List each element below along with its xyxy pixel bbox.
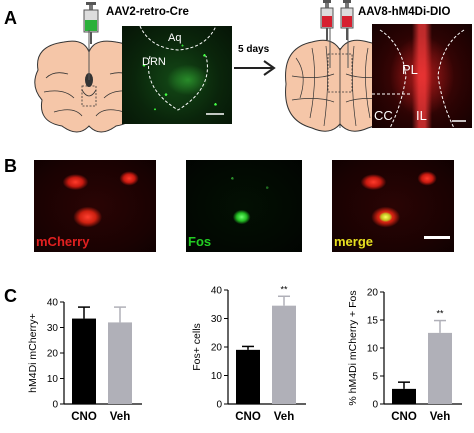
chart1-ytick-label-0: 0	[52, 400, 58, 411]
drn-micrograph: Aq DRN	[122, 26, 232, 124]
merge-label: merge	[334, 234, 374, 249]
chart3-ytick-label-0: 0	[372, 400, 378, 411]
panel-letter-c: C	[4, 286, 17, 306]
syringe-left-icon	[83, 2, 99, 44]
pl-il-micrograph: PL CC IL	[372, 24, 472, 128]
chart1-bar-cno	[72, 318, 96, 404]
scale-bar	[424, 236, 450, 239]
chart3-ytick-label-4: 20	[367, 288, 379, 299]
chart3-ytick-label-1: 5	[372, 372, 378, 383]
chart1-ytick-label-4: 40	[47, 298, 59, 309]
chart1-bar-veh	[108, 322, 132, 404]
chart3-ytick-label-2: 10	[367, 344, 379, 355]
chart3-significance-veh: **	[436, 309, 444, 319]
chart2-ytick-label-4: 40	[211, 286, 223, 297]
mcherry-micrograph: mCherry	[34, 160, 156, 252]
right-arrow-icon	[234, 60, 276, 76]
merge-micrograph: merge	[332, 160, 454, 252]
syringe-right-1-icon	[320, 0, 334, 40]
chart2-category-cno: CNO	[235, 411, 261, 423]
chart2-bar-veh	[272, 305, 296, 404]
chart2-ylabel: Fos+ cells	[191, 323, 203, 371]
chart3-bar-veh	[428, 332, 452, 404]
chart2-ytick-label-3: 30	[211, 314, 223, 325]
mcherry-label: mCherry	[36, 234, 90, 249]
label-il: IL	[416, 108, 427, 123]
fos-micrograph: Fos	[186, 160, 302, 252]
virus-label-right: AAV8-hM4Di-DIO	[358, 6, 451, 18]
label-aq: Aq	[168, 32, 182, 44]
virus-label-left: AAV2-retro-Cre	[106, 6, 189, 18]
chart3-ylabel: % hM4Di mCherry + Fos	[347, 290, 359, 405]
chart1-ytick-label-2: 20	[47, 349, 59, 360]
chart2-ytick-label-0: 0	[216, 400, 222, 411]
chart2-significance-veh: **	[280, 284, 288, 294]
panel-letter-b: B	[4, 156, 17, 176]
chart3-category-cno: CNO	[391, 411, 417, 423]
chart1-category-veh: Veh	[110, 411, 130, 423]
panel-c-charts: 0 10 20 30 40 hM4Di mCherry+ CNO Veh 0 10 20 30 40 Fo…	[27, 284, 462, 423]
label-pl: PL	[402, 62, 418, 77]
chart2-ytick-label-1: 10	[211, 371, 223, 382]
chart1-category-cno: CNO	[71, 411, 97, 423]
chart3-ytick-label-3: 15	[367, 316, 379, 327]
chart3-bar-cno	[392, 388, 416, 404]
fos-label: Fos	[188, 234, 212, 249]
panel-letter-a: A	[4, 8, 17, 28]
chart1-ytick-label-1: 10	[47, 374, 59, 385]
interval-label: 5 days	[238, 44, 270, 55]
label-cc: CC	[374, 108, 393, 123]
chart2-bar-cno	[236, 349, 260, 404]
chart2-ytick-label-2: 20	[211, 343, 223, 354]
panel-a: AAV2-retro-Cre Aq DRN 5 days	[0, 0, 474, 150]
chart2-category-veh: Veh	[274, 411, 294, 423]
chart1-ytick-label-3: 30	[47, 323, 59, 334]
chart3-category-veh: Veh	[430, 411, 450, 423]
syringe-right-2-icon	[340, 0, 354, 40]
chart1-ylabel: hM4Di mCherry+	[27, 313, 39, 393]
label-drn: DRN	[142, 56, 166, 68]
